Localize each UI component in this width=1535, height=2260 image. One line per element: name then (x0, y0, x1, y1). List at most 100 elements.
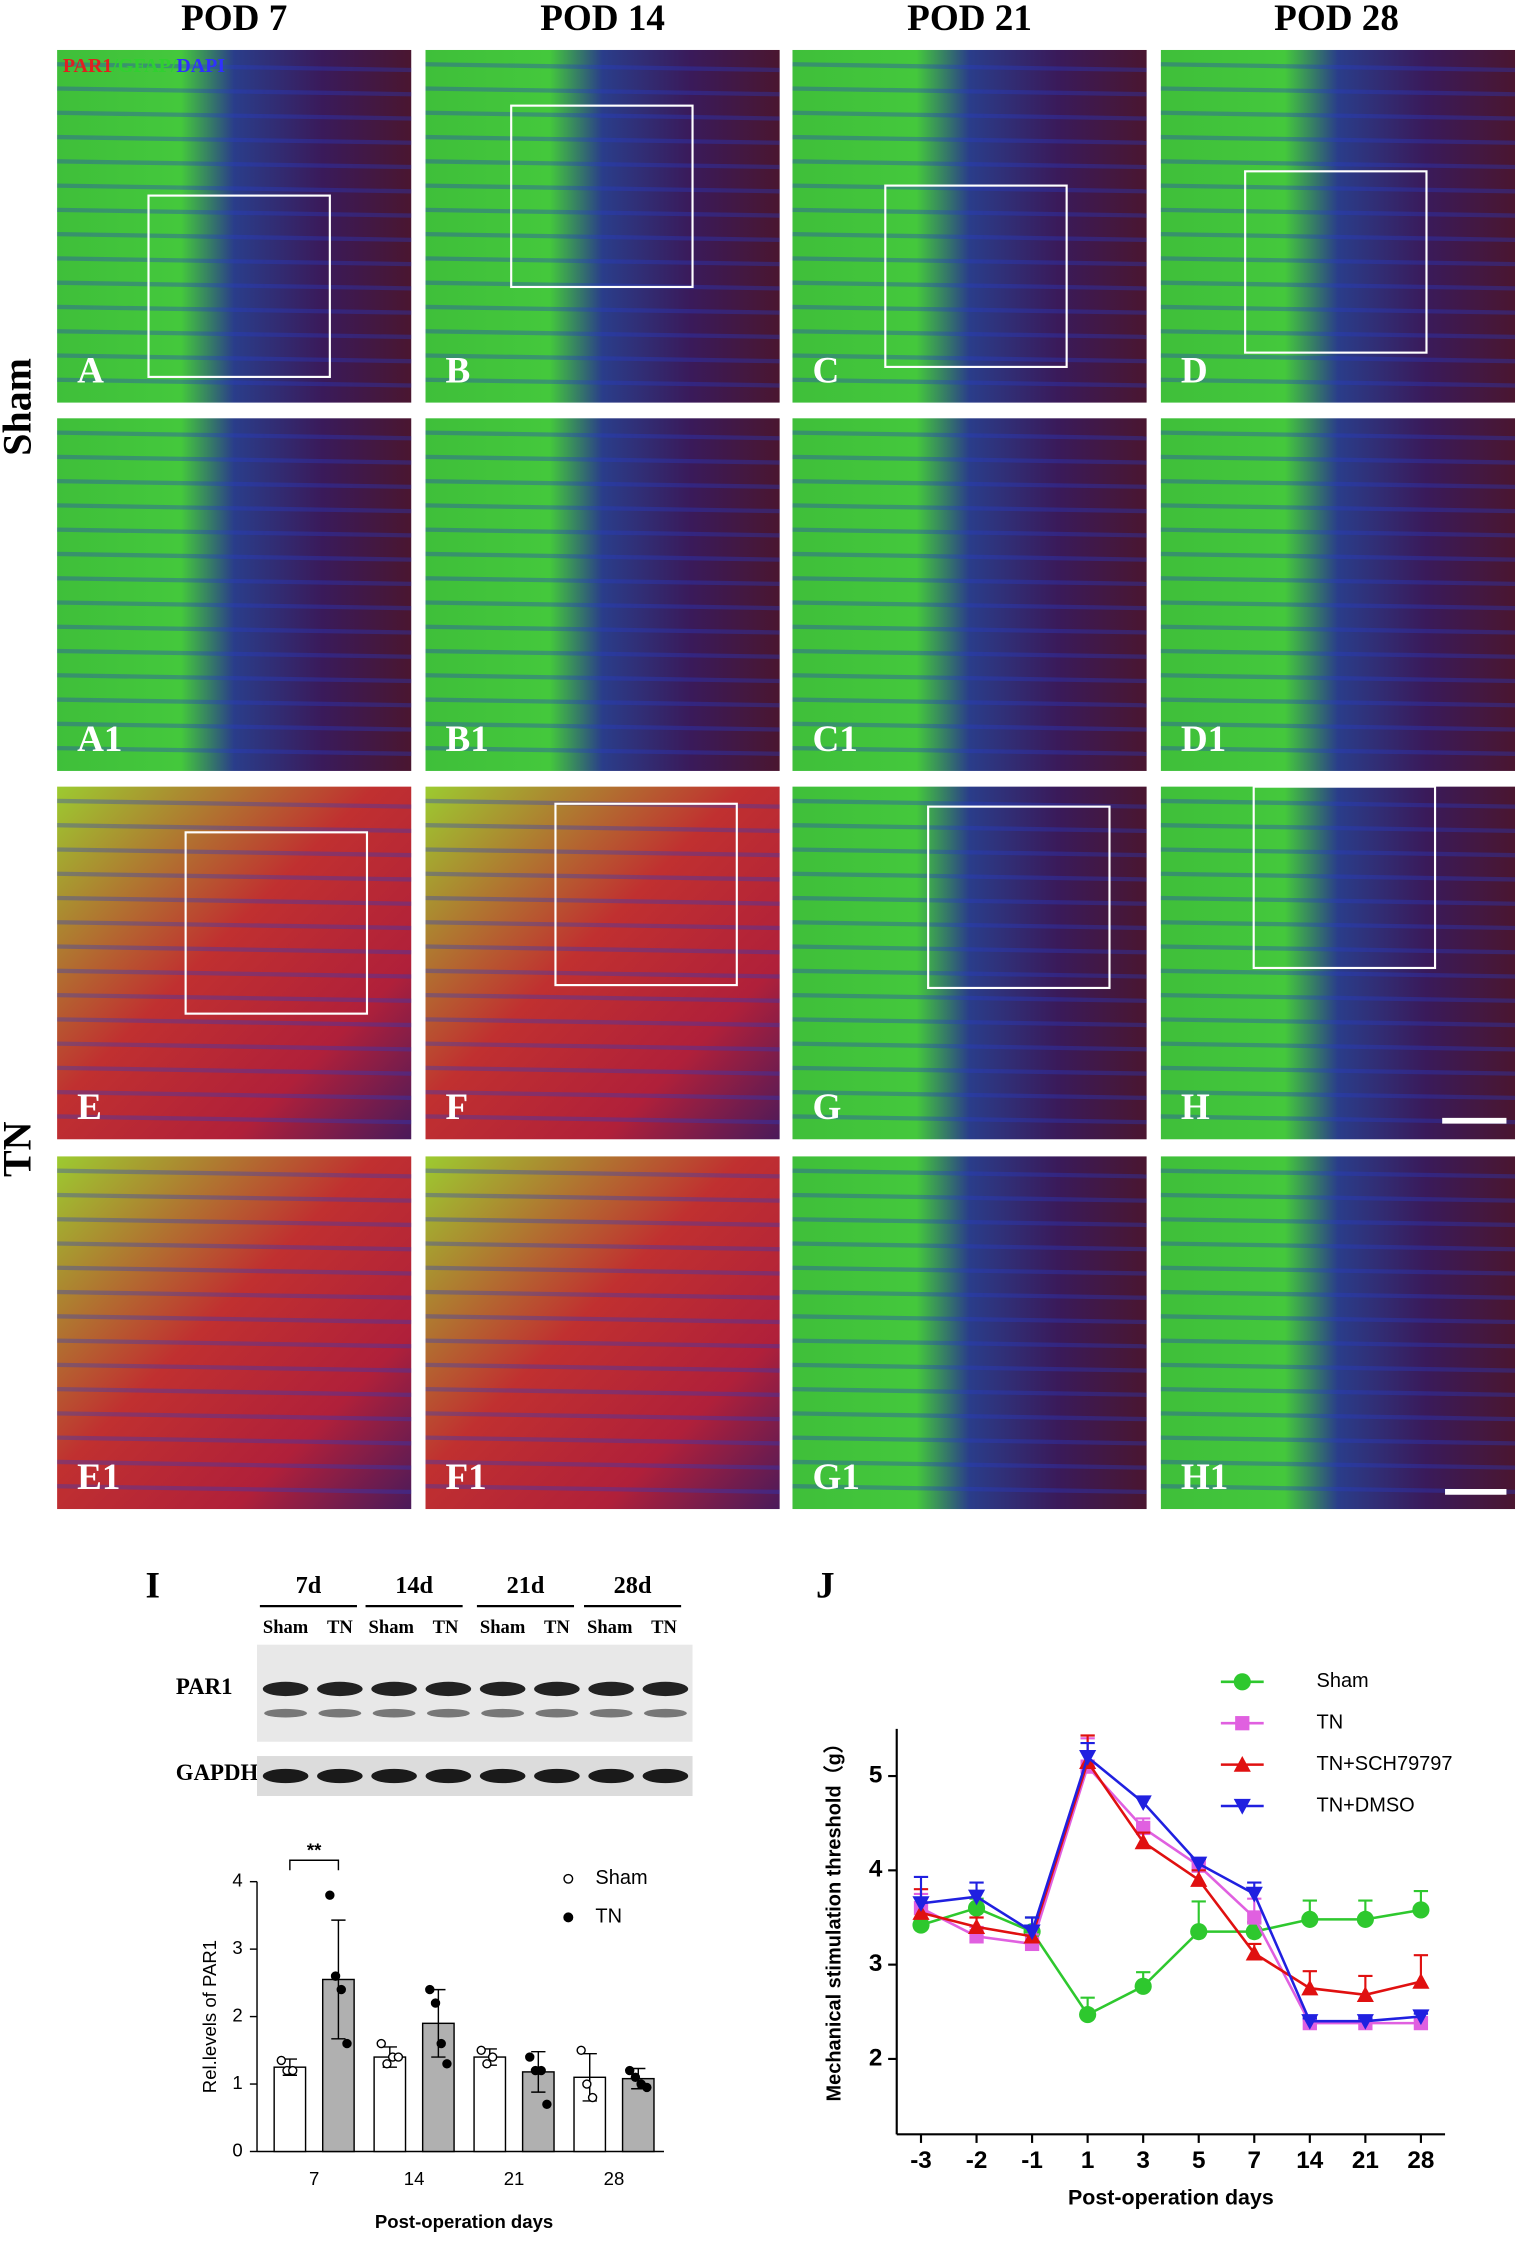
panel-letter: D (1181, 351, 1208, 392)
y-tick-label: 3 (869, 1950, 883, 1977)
series-line (920, 1759, 1422, 1997)
fiber (425, 86, 780, 97)
fiber (792, 576, 1147, 587)
fiber (57, 1386, 412, 1397)
fiber (57, 798, 412, 809)
marker (967, 1918, 986, 1935)
marker (1079, 1750, 1097, 1766)
fiber (1160, 1265, 1516, 1276)
fiber (792, 1338, 1147, 1349)
legend-label: TN+SCH79797 (1317, 1753, 1453, 1775)
fiber (57, 454, 412, 465)
x-tick-label: 28 (1407, 2147, 1434, 2174)
fiber (1160, 503, 1516, 514)
fiber (425, 673, 780, 684)
fiber (792, 256, 1147, 267)
marker (1079, 2006, 1097, 2024)
fiber (792, 673, 1147, 684)
fiber (425, 600, 780, 611)
stain-name: DAPI (176, 55, 225, 77)
fiber (57, 576, 412, 587)
fiber (425, 183, 780, 194)
fiber (792, 823, 1147, 834)
fiber (792, 624, 1147, 635)
fiber (425, 110, 780, 121)
fiber (792, 551, 1147, 562)
fiber (57, 134, 412, 145)
fiber (425, 1289, 780, 1300)
zoom-box (1252, 785, 1437, 970)
fiber (425, 1192, 780, 1203)
fiber (1160, 745, 1516, 756)
fiber (1160, 992, 1516, 1003)
fiber (792, 895, 1147, 906)
marker (1136, 1820, 1151, 1836)
fiber (57, 1017, 412, 1028)
y-tick-label: 2 (869, 2044, 883, 2071)
fiber (792, 1265, 1147, 1276)
data-point (576, 2045, 586, 2056)
panel-label: J (816, 1566, 835, 1607)
fiber (57, 1192, 412, 1203)
fiber (57, 1338, 412, 1349)
fiber (57, 1459, 412, 1470)
data-point (393, 2052, 404, 2062)
fiber (1160, 1090, 1516, 1101)
micrograph (1160, 786, 1516, 1140)
y-tick-label: 0 (232, 2139, 242, 2160)
band (371, 1768, 417, 1784)
fiber (425, 624, 780, 635)
data-point (525, 2052, 535, 2062)
significance: ** (307, 1840, 322, 1861)
fiber (792, 1314, 1147, 1325)
micrograph (792, 49, 1147, 403)
marker (1134, 1977, 1152, 1995)
marker (1412, 2009, 1430, 2026)
fiber (792, 721, 1147, 732)
fiber (1160, 1217, 1516, 1228)
fiber (1160, 1168, 1516, 1179)
bar (573, 2076, 607, 2153)
micrograph (792, 786, 1147, 1140)
panel-letter: D1 (1181, 719, 1226, 760)
fiber (1160, 823, 1516, 834)
fiber (1160, 1017, 1516, 1028)
fiber (1160, 847, 1516, 858)
x-tick-label: -3 (910, 2147, 932, 2174)
band (371, 1681, 417, 1697)
fiber (57, 256, 412, 267)
data-point (336, 1984, 346, 1995)
fiber (792, 1065, 1147, 1076)
fiber (57, 478, 412, 489)
fiber (792, 1017, 1147, 1028)
fiber (425, 1265, 780, 1276)
fiber (1160, 304, 1516, 315)
fiber (792, 207, 1147, 218)
fiber (425, 1484, 780, 1495)
data-point (642, 2082, 652, 2093)
fiber (1160, 353, 1516, 364)
fiber (57, 503, 412, 514)
fiber (1160, 86, 1516, 97)
fiber (57, 551, 412, 562)
fiber (425, 1314, 780, 1325)
x-tick-label: 21 (504, 2168, 525, 2189)
fiber (425, 1241, 780, 1252)
data-point (382, 2059, 392, 2069)
fiber (57, 1484, 412, 1495)
x-tick-label: 21 (1352, 2147, 1379, 2174)
band (535, 1708, 579, 1718)
data-point (536, 2065, 546, 2076)
marker (1235, 1716, 1250, 1731)
data-point (325, 1890, 335, 1900)
row-header: TN (0, 1121, 40, 1177)
band (262, 1681, 309, 1697)
legend-label: Sham (595, 1867, 647, 1889)
marker (912, 1896, 930, 1912)
fiber (792, 697, 1147, 708)
fiber (57, 624, 412, 635)
fiber (425, 992, 780, 1003)
fiber (792, 353, 1147, 364)
fiber (1160, 1362, 1516, 1373)
